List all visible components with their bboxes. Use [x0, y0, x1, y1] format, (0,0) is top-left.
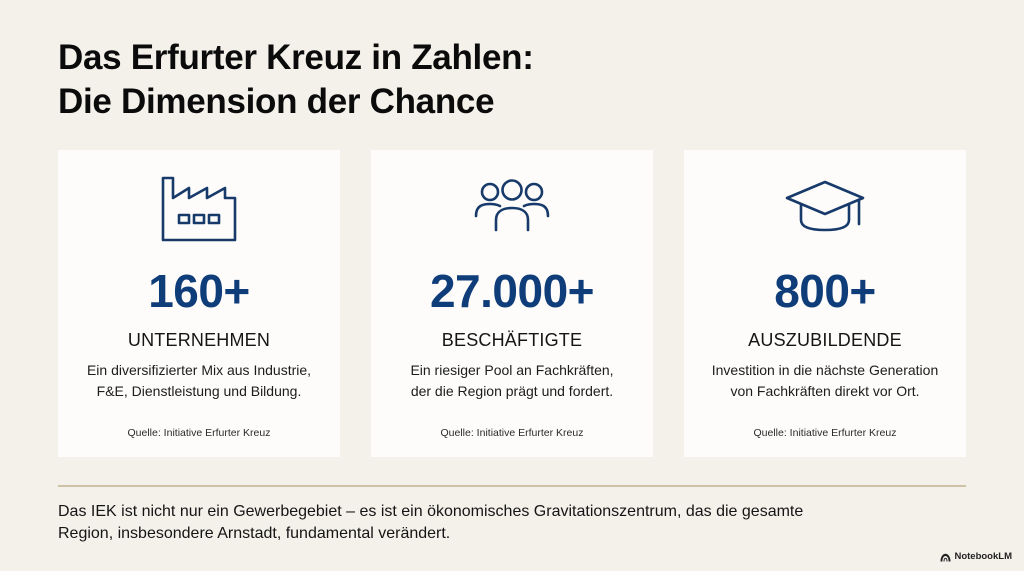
stat-value: 160+ — [148, 265, 250, 317]
stat-description-line: Ein riesiger Pool an Fachkräften, — [410, 362, 614, 378]
stat-source: Quelle: Initiative Erfurter Kreuz — [127, 427, 271, 439]
stat-card-apprentices: 800+ AUSZUBILDENDE Investition in die nä… — [684, 150, 966, 457]
stat-description: Investition in die nächste Generation vo… — [692, 360, 958, 402]
stat-description-line: der die Region prägt und fordert. — [410, 383, 614, 399]
stat-description-line: von Fachkräften direkt vor Ort. — [730, 383, 920, 399]
graduation-cap-icon — [783, 172, 867, 244]
stat-label: BESCHÄFTIGTE — [441, 330, 583, 350]
stat-value: 27.000+ — [429, 265, 595, 317]
summary-line-1: Das IEK ist nicht nur ein Gewerbegebiet … — [58, 503, 804, 520]
stat-description-line: Ein diversifizierter Mix aus Industrie, — [86, 362, 312, 378]
factory-icon — [157, 172, 241, 244]
stat-source: Quelle: Initiative Erfurter Kreuz — [753, 427, 897, 439]
stat-description-line: Investition in die nächste Generation — [711, 362, 939, 378]
stat-label: UNTERNEHMEN — [127, 330, 271, 350]
notebooklm-logo-icon — [940, 553, 951, 562]
stat-description: Ein diversifizierter Mix aus Industrie, … — [66, 360, 332, 402]
section-divider — [58, 485, 966, 487]
people-group-icon — [470, 172, 554, 244]
stat-label: AUSZUBILDENDE — [748, 330, 902, 350]
stat-card-companies: 160+ UNTERNEHMEN Ein diversifizierter Mi… — [58, 150, 340, 457]
stat-description-line: F&E, Dienstleistung und Bildung. — [96, 383, 302, 399]
stat-card-employees: 27.000+ BESCHÄFTIGTE Ein riesiger Pool a… — [371, 150, 653, 457]
brand-label: NotebookLM — [954, 551, 1012, 562]
page-title-line-1: Das Erfurter Kreuz in Zahlen: — [58, 38, 534, 77]
stat-source: Quelle: Initiative Erfurter Kreuz — [440, 427, 584, 439]
stat-description: Ein riesiger Pool an Fachkräften, der di… — [379, 360, 645, 402]
summary-text: Das IEK ist nicht nur ein Gewerbegebiet … — [58, 501, 938, 545]
page-title-line-2: Die Dimension der Chance — [58, 82, 495, 121]
page-title: Das Erfurter Kreuz in Zahlen: Die Dimens… — [58, 36, 534, 124]
summary-line-2: Region, insbesondere Arnstadt, fundament… — [58, 525, 451, 542]
notebooklm-watermark: NotebookLM — [940, 551, 1012, 563]
stat-value: 800+ — [774, 265, 876, 317]
